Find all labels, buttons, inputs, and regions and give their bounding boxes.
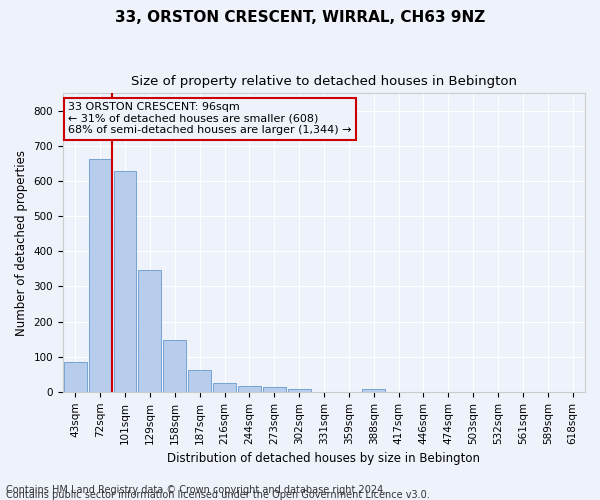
Bar: [238, 386, 261, 392]
Bar: [213, 383, 236, 392]
Bar: [263, 386, 286, 392]
Bar: [188, 370, 211, 392]
Text: Contains HM Land Registry data © Crown copyright and database right 2024.: Contains HM Land Registry data © Crown c…: [6, 485, 386, 495]
X-axis label: Distribution of detached houses by size in Bebington: Distribution of detached houses by size …: [167, 452, 481, 465]
Text: Contains public sector information licensed under the Open Government Licence v3: Contains public sector information licen…: [6, 490, 430, 500]
Bar: [139, 270, 161, 392]
Title: Size of property relative to detached houses in Bebington: Size of property relative to detached ho…: [131, 75, 517, 88]
Y-axis label: Number of detached properties: Number of detached properties: [15, 150, 28, 336]
Bar: [362, 389, 385, 392]
Bar: [287, 389, 311, 392]
Bar: [163, 340, 186, 392]
Text: 33 ORSTON CRESCENT: 96sqm
← 31% of detached houses are smaller (608)
68% of semi: 33 ORSTON CRESCENT: 96sqm ← 31% of detac…: [68, 102, 352, 136]
Bar: [64, 362, 87, 392]
Bar: [89, 160, 112, 392]
Bar: [113, 170, 136, 392]
Text: 33, ORSTON CRESCENT, WIRRAL, CH63 9NZ: 33, ORSTON CRESCENT, WIRRAL, CH63 9NZ: [115, 10, 485, 25]
